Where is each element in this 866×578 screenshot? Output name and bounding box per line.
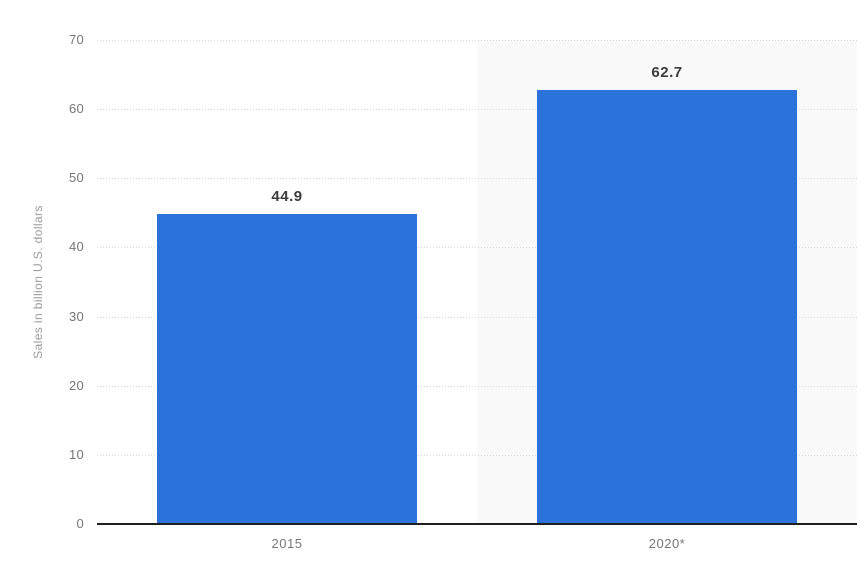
gridline: [97, 316, 857, 318]
gridline: [97, 40, 857, 41]
y-tick-label: 20: [68, 377, 84, 393]
value-label: 62.7: [651, 64, 683, 82]
value-label: 44.9: [271, 187, 303, 205]
y-tick-label: 0: [76, 516, 84, 531]
y-tick-label: 40: [68, 239, 84, 255]
y-tick-label: 10: [68, 446, 84, 462]
plot-area: 44.9 62.7: [97, 40, 857, 525]
y-axis-title: Sales in billion U.S. dollars: [31, 205, 45, 359]
gridline: [97, 109, 857, 111]
bar[interactable]: [157, 213, 417, 524]
x-tick-label: 2020*: [648, 536, 686, 551]
gridline: [97, 178, 857, 180]
bar[interactable]: [537, 90, 797, 524]
x-tick-label: 2015: [271, 536, 303, 551]
y-tick-label: 30: [68, 308, 84, 324]
gridline: [97, 247, 857, 249]
gridline: [97, 454, 857, 456]
x-axis-line: [97, 523, 857, 525]
gridline: [97, 385, 857, 387]
y-tick-label: 60: [68, 101, 84, 117]
y-tick-label: 70: [68, 32, 84, 47]
y-tick-label: 50: [68, 170, 84, 186]
